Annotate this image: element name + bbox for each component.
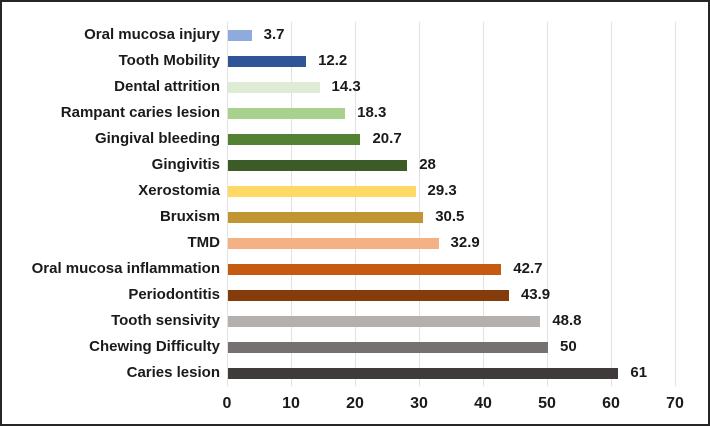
value-label: 20.7: [372, 130, 402, 147]
x-tick-label: 70: [666, 395, 684, 412]
value-label: 29.3: [427, 182, 457, 199]
bar: [228, 159, 408, 171]
bar: [228, 185, 416, 197]
value-label: 12.2: [318, 52, 348, 69]
bar: [228, 341, 548, 353]
bar: [228, 29, 252, 41]
bar: [228, 107, 346, 119]
bar: [228, 237, 439, 249]
gridline: [419, 22, 420, 386]
gridline: [355, 22, 356, 386]
gridline: [611, 22, 612, 386]
x-tick-label: 10: [282, 395, 300, 412]
gridline: [227, 22, 228, 386]
category-label: Gingival bleeding: [94, 130, 220, 147]
bar: [228, 55, 307, 67]
category-label: Rampant caries lesion: [60, 104, 220, 121]
category-label: Chewing Difficulty: [89, 338, 220, 355]
category-label: Tooth sensivity: [111, 312, 220, 329]
bar: [228, 263, 502, 275]
x-tick-label: 0: [222, 395, 232, 412]
category-label: Periodontitis: [128, 286, 220, 303]
value-label: 50: [560, 338, 577, 355]
value-label: 48.8: [552, 312, 582, 329]
value-label: 42.7: [513, 260, 543, 277]
value-label: 14.3: [331, 78, 361, 95]
value-label: 30.5: [435, 208, 465, 225]
value-label: 43.9: [520, 286, 551, 303]
gridline: [675, 22, 676, 386]
value-label: 28: [419, 156, 436, 173]
category-label: TMD: [187, 234, 221, 251]
value-label: 32.9: [450, 234, 480, 251]
category-label: Oral mucosa inflammation: [31, 260, 220, 277]
bar: [228, 289, 509, 301]
category-label: Dental attrition: [114, 78, 220, 95]
category-label: Tooth Mobility: [118, 52, 220, 69]
value-label: 3.7: [263, 26, 285, 43]
bar: [228, 315, 541, 327]
value-label: 18.3: [357, 104, 387, 121]
x-tick-label: 20: [346, 395, 364, 412]
category-label: Caries lesion: [126, 364, 220, 381]
bar: [228, 133, 361, 145]
x-tick-label: 40: [474, 395, 492, 412]
category-label: Bruxism: [159, 208, 220, 225]
x-tick-label: 30: [410, 395, 428, 412]
category-label: Xerostomia: [138, 182, 220, 199]
bar: [228, 367, 619, 379]
category-label: Gingivitis: [151, 156, 220, 173]
category-label: Oral mucosa injury: [84, 26, 220, 43]
bar: [228, 211, 424, 223]
x-tick-label: 50: [538, 395, 556, 412]
gridline: [483, 22, 484, 386]
x-tick-label: 60: [602, 395, 620, 412]
gridline: [547, 22, 548, 386]
value-label: 61: [630, 364, 648, 381]
bar: [228, 81, 320, 93]
gridline: [291, 22, 292, 386]
